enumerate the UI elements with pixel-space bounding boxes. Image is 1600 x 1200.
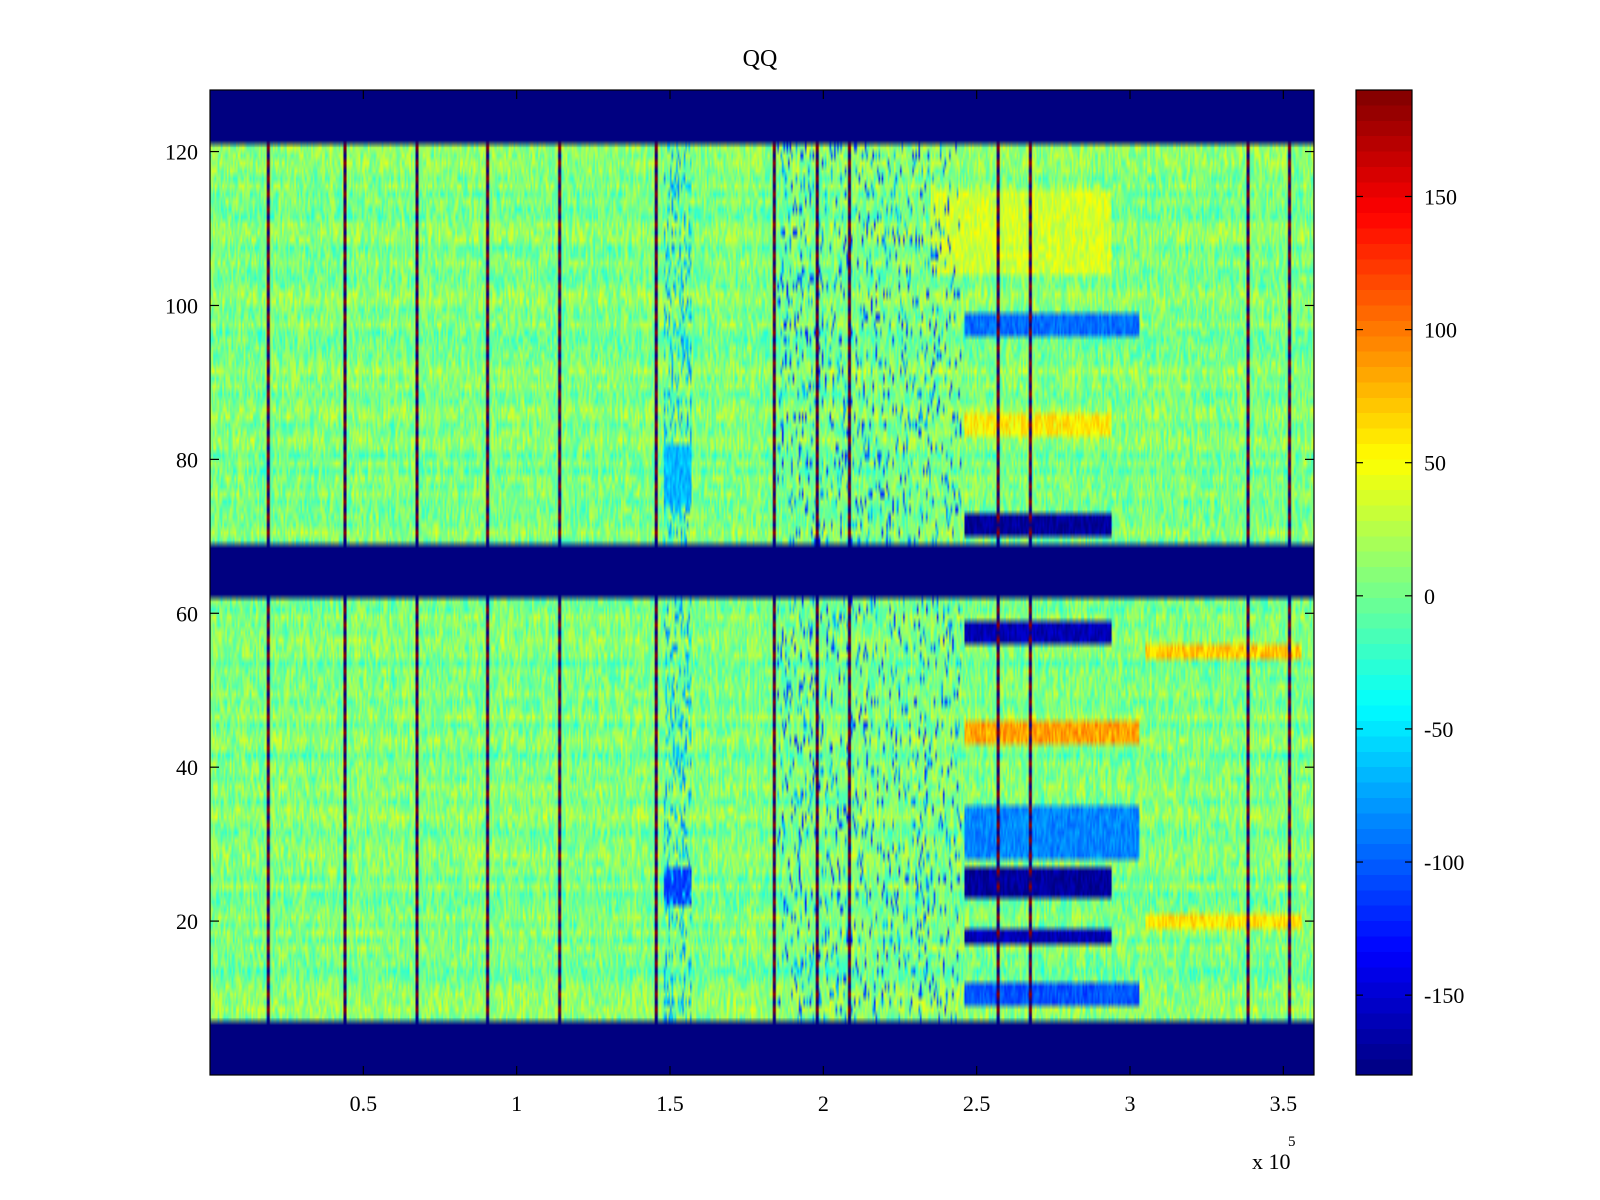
- axis-ticks: [210, 90, 1314, 1075]
- chart-title: QQ: [743, 46, 778, 72]
- x-exponent-label: x 10 5: [1252, 1134, 1296, 1174]
- colorbar-ticks: [1356, 195, 1412, 996]
- y-tick-label: 100: [165, 293, 198, 318]
- colorbar-gradient: [1356, 90, 1412, 1075]
- colorbar-tick-label: 100: [1424, 318, 1457, 343]
- colorbar-tick-labels: 150 100 50 0 -50 -100 -150: [1424, 184, 1464, 1008]
- x-tick-label: 1.5: [656, 1091, 684, 1116]
- y-tick-label: 40: [176, 755, 198, 780]
- colorbar: [1355, 89, 1413, 1076]
- heatmap-plot-area: [209, 89, 1315, 1076]
- x-tick-labels: 0.5 1 1.5 2 2.5 3 3.5: [350, 1091, 1298, 1116]
- y-tick-label: 60: [176, 601, 198, 626]
- colorbar-tick-label: -50: [1424, 717, 1453, 742]
- colorbar-tick-label: 150: [1424, 184, 1457, 209]
- x-tick-label: 2.5: [963, 1091, 991, 1116]
- heatmap-image: [210, 90, 1314, 1075]
- plot-frame: [209, 89, 1315, 1076]
- x-tick-label: 2: [818, 1091, 829, 1116]
- x-exponent-base: x 10: [1252, 1149, 1291, 1174]
- colorbar-frame: [1355, 89, 1413, 1076]
- colorbar-tick-label: -100: [1424, 850, 1464, 875]
- colorbar-tick-label: -150: [1424, 983, 1464, 1008]
- colorbar-tick-label: 50: [1424, 451, 1446, 476]
- y-tick-label: 80: [176, 447, 198, 472]
- x-tick-label: 1: [511, 1091, 522, 1116]
- colorbar-tick-label: 0: [1424, 584, 1435, 609]
- x-tick-label: 0.5: [350, 1091, 378, 1116]
- x-tick-label: 3.5: [1270, 1091, 1298, 1116]
- y-tick-label: 120: [165, 140, 198, 165]
- y-tick-labels: 20 40 60 80 100 120: [165, 140, 198, 935]
- y-tick-label: 20: [176, 909, 198, 934]
- x-tick-label: 3: [1125, 1091, 1136, 1116]
- x-exponent-power: 5: [1288, 1134, 1296, 1150]
